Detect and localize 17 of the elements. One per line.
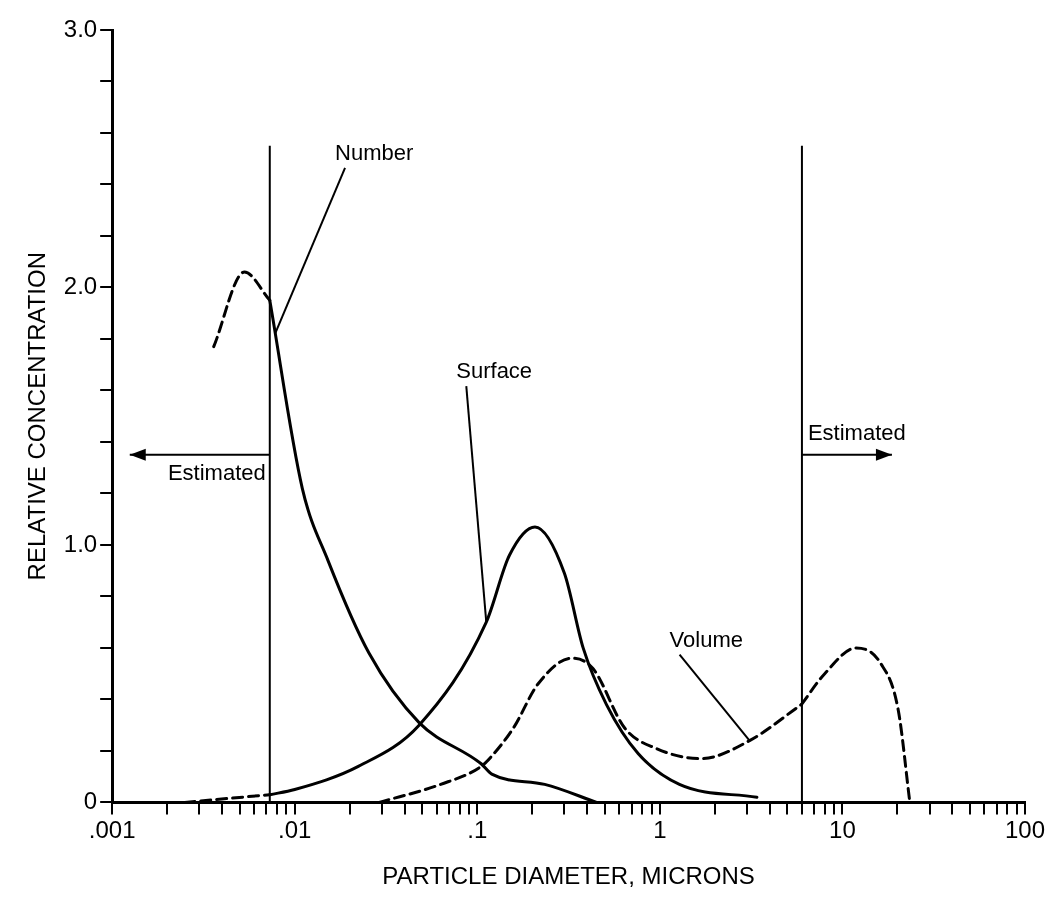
- x-tick-label: .01: [278, 816, 312, 844]
- y-axis-title: RELATIVE CONCENTRATION: [23, 251, 51, 581]
- annotation: Volume: [669, 626, 743, 652]
- x-axis-title: PARTICLE DIAMETER, MICRONS: [382, 862, 755, 890]
- annotation: Surface: [456, 358, 533, 384]
- annotation: Number: [335, 139, 414, 165]
- x-tick-label: .1: [467, 816, 488, 844]
- x-tick-label: .001: [88, 816, 136, 844]
- x-tick-label: 1: [653, 816, 667, 844]
- y-tick-label: 2.0: [63, 272, 98, 300]
- ref-line-label: Estimated: [807, 419, 906, 445]
- x-tick-label: 10: [829, 816, 856, 844]
- y-tick-label: 0: [83, 787, 98, 815]
- y-tick-label: 3.0: [63, 14, 98, 42]
- y-tick-label: 1.0: [63, 529, 98, 557]
- x-tick-label: 100: [1004, 816, 1046, 844]
- ref-line-label: Estimated: [167, 459, 266, 485]
